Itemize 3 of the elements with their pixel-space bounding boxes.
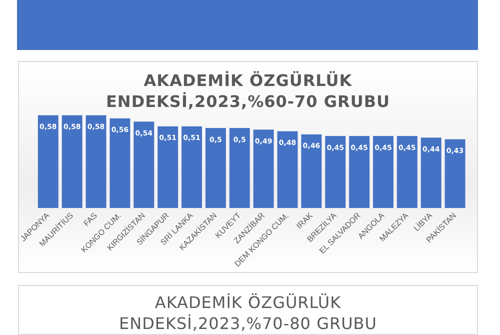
text: AKADEMİK ÖZGÜRLÜK ENDEKSİ,2023,%70-80 GRUBU <box>118 292 378 334</box>
chart-title: AKADEMİK ÖZGÜRLÜK ENDEKSİ,2023,%60-70 GRUBU <box>105 70 391 112</box>
x-tick-label: FAS <box>82 210 99 228</box>
